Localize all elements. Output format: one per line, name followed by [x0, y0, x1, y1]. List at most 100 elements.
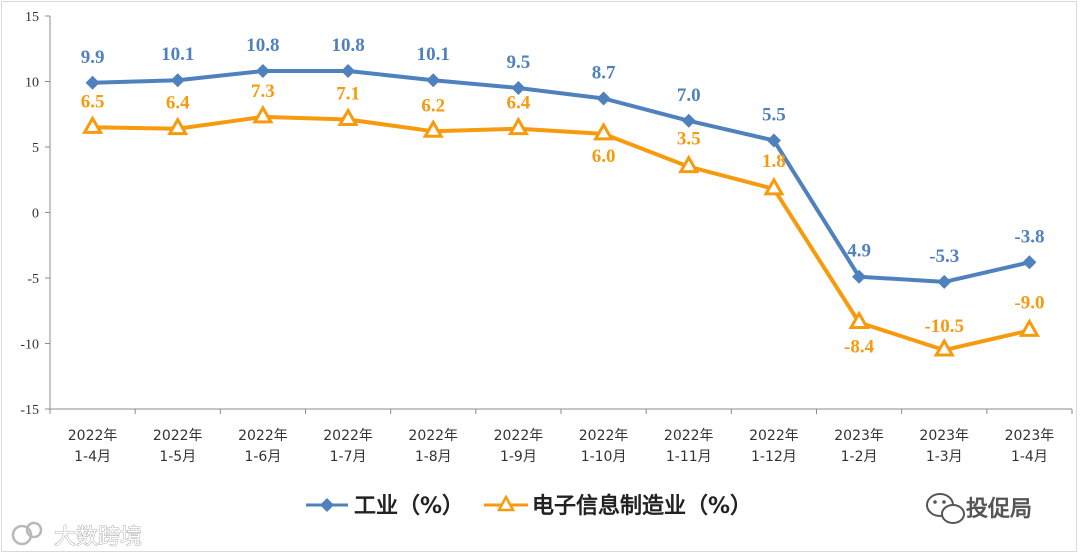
point-marker: [937, 274, 952, 289]
point-marker: [511, 81, 526, 96]
watermark-left: 大数跨境: [11, 521, 142, 550]
data-label: -9.0: [1014, 292, 1044, 313]
data-label: -8.4: [844, 337, 875, 358]
point-marker: [507, 116, 530, 136]
x-tick-label-period: 1-11月: [666, 449, 712, 465]
x-tick-label-period: 1-5月: [159, 449, 196, 465]
series-lines: [92, 69, 1030, 353]
point-marker: [252, 104, 274, 124]
legend-label-electronics: 电子信息制造业（%）: [532, 493, 752, 519]
y-tick-label: -15: [20, 403, 39, 418]
point-marker: [592, 121, 615, 141]
x-tick-label-year: 2022年: [408, 428, 458, 444]
y-axis-ticks: 15 10 5 0 -5 -10 -15: [20, 10, 50, 418]
x-tick-label-year: 2022年: [579, 428, 629, 444]
y-tick-label: 5: [32, 141, 39, 156]
x-tick-label-period: 1-6月: [244, 449, 281, 465]
y-tick-label: 10: [25, 76, 39, 91]
x-tick-label-year: 2022年: [323, 428, 373, 444]
data-label: 10.1: [417, 44, 450, 65]
x-tick-label-year: 2022年: [238, 428, 288, 444]
axes: [49, 16, 1072, 410]
y-tick-label: 0: [32, 207, 39, 222]
legend: 工业（%） 电子信息制造业（%）: [306, 493, 752, 519]
x-tick-label-period: 1-4月: [74, 449, 111, 465]
x-tick-label-year: 2022年: [664, 428, 714, 444]
triangle-marker-icon: [496, 494, 516, 512]
data-label: 10.1: [161, 44, 194, 65]
point-marker: [422, 119, 444, 138]
point-marker: [85, 75, 100, 90]
point-marker: [1018, 318, 1041, 337]
point-marker: [426, 73, 441, 88]
data-label: 4.9: [847, 241, 871, 262]
point-marker: [1022, 255, 1037, 270]
data-label: 5.5: [762, 104, 786, 125]
x-tick-label-period: 1-3月: [926, 449, 963, 465]
x-axis-ticks: 2022年 1-4月 2022年 1-5月 2022年 1-6月 2022年 1-7月 2022…: [49, 409, 1073, 465]
x-tick-label-period: 1-8月: [415, 449, 452, 465]
data-label: -5.3: [929, 246, 959, 267]
data-label: 1.8: [762, 151, 786, 172]
series-line-0: [92, 69, 1030, 284]
data-label: 8.7: [592, 63, 616, 84]
data-label: 7.1: [336, 83, 360, 104]
x-tick-label-year: 2023年: [1005, 428, 1055, 444]
point-marker: [596, 91, 611, 106]
legend-item-industry: 工业（%）: [306, 494, 464, 519]
point-marker: [763, 176, 785, 196]
y-tick-label: -10: [20, 338, 39, 353]
legend-label-industry: 工业（%）: [354, 494, 464, 519]
point-marker: [170, 73, 185, 88]
data-label: 7.0: [677, 85, 701, 106]
point-marker: [933, 338, 955, 357]
data-label: 6.4: [507, 93, 531, 114]
series-line-1: [92, 114, 1030, 353]
x-tick-label-period: 1-12月: [751, 449, 797, 465]
point-marker: [681, 113, 696, 128]
point-marker: [766, 133, 781, 148]
data-label: 6.2: [421, 95, 445, 116]
point-marker: [167, 116, 189, 136]
point-marker: [337, 107, 359, 126]
x-tick-label-period: 1-4月: [1011, 449, 1048, 465]
x-tick-label-period: 1-9月: [500, 449, 537, 465]
x-tick-label-year: 2022年: [749, 428, 799, 444]
data-label: -3.8: [1014, 226, 1044, 247]
data-label: 6.0: [592, 146, 616, 167]
x-tick-label-year: 2022年: [68, 428, 118, 444]
diamond-marker-icon: [320, 498, 334, 512]
point-marker: [852, 269, 867, 284]
series-markers: [81, 64, 1041, 357]
point-marker: [255, 64, 270, 79]
data-label: 10.8: [331, 35, 364, 56]
y-tick-label: -5: [27, 272, 39, 287]
x-tick-label-year: 2022年: [494, 428, 544, 444]
watermark-right-text: 投促局: [966, 497, 1032, 522]
data-label: 6.4: [166, 93, 190, 114]
data-label: 9.9: [81, 47, 105, 68]
data-labels: 9.9 10.1 10.8 10.8 10.1 9.5 8.7 7.0 5.5 4.9 -5.3 -3…: [81, 35, 1045, 358]
point-marker: [678, 154, 700, 174]
x-tick-label-year: 2023年: [919, 428, 969, 444]
data-label: 6.5: [81, 91, 105, 112]
data-label: 3.5: [677, 129, 701, 150]
point-marker: [81, 115, 104, 134]
x-tick-label-year: 2023年: [834, 428, 884, 444]
data-label: 7.3: [251, 81, 275, 102]
data-label: -10.5: [924, 316, 964, 337]
x-tick-label-year: 2022年: [153, 428, 203, 444]
x-tick-label-period: 1-2月: [841, 449, 878, 465]
x-tick-label-period: 1-7月: [330, 449, 367, 465]
y-tick-label: 15: [25, 10, 39, 25]
brand-logo-icon: [11, 521, 43, 546]
data-label: 9.5: [507, 52, 531, 73]
point-marker: [848, 310, 870, 330]
wechat-icon: [926, 493, 965, 524]
data-label: 10.8: [246, 35, 279, 56]
watermark-left-text: 大数跨境: [54, 525, 142, 550]
x-tick-label-period: 1-10月: [581, 449, 627, 465]
watermark-right: 投促局: [926, 493, 1032, 524]
